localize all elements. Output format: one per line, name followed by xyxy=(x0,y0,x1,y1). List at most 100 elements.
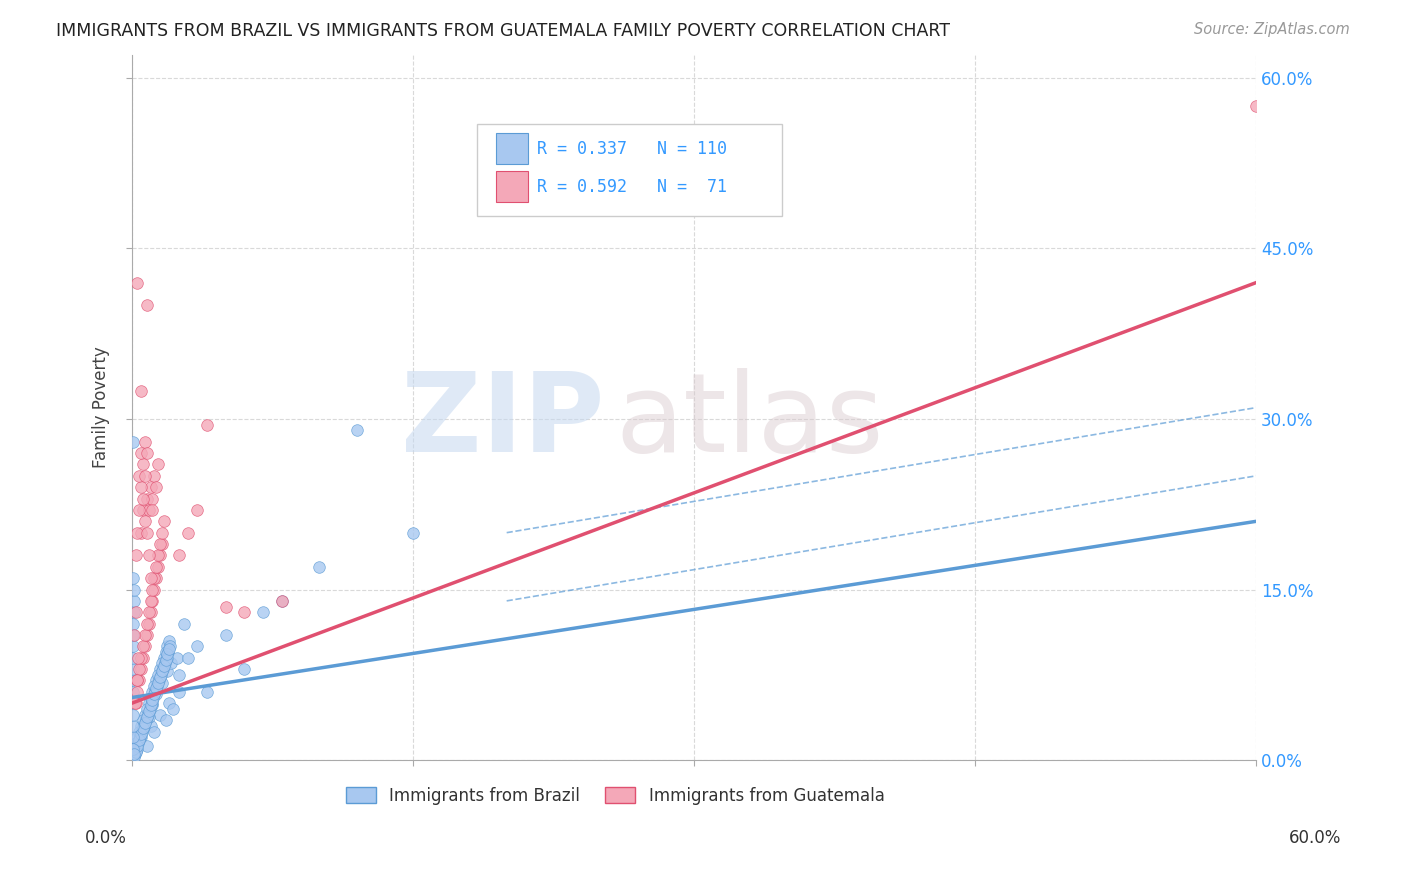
Text: 60.0%: 60.0% xyxy=(1288,829,1341,847)
Point xyxy=(186,503,208,517)
Point xyxy=(150,537,173,551)
Point xyxy=(134,468,156,483)
Point xyxy=(127,673,149,688)
Point xyxy=(129,731,152,745)
Point xyxy=(143,685,166,699)
Point xyxy=(132,458,155,472)
Point xyxy=(214,628,236,642)
Point xyxy=(122,747,145,762)
Point xyxy=(145,687,167,701)
Point xyxy=(132,721,155,735)
Point xyxy=(134,707,156,722)
Point xyxy=(124,747,146,762)
Point xyxy=(138,704,160,718)
Point xyxy=(156,665,179,679)
Point xyxy=(134,628,156,642)
Point xyxy=(121,434,143,449)
Point xyxy=(135,446,157,460)
Point xyxy=(129,480,152,494)
Text: atlas: atlas xyxy=(616,368,884,475)
Point xyxy=(135,739,157,754)
Point xyxy=(139,605,162,619)
Point xyxy=(124,744,146,758)
Point xyxy=(129,719,152,733)
Point xyxy=(127,736,149,750)
Y-axis label: Family Poverty: Family Poverty xyxy=(93,347,110,468)
Point xyxy=(127,685,149,699)
Point xyxy=(122,605,145,619)
Point xyxy=(124,736,146,750)
Point xyxy=(127,525,149,540)
Point xyxy=(121,673,143,688)
Point xyxy=(195,685,218,699)
Point xyxy=(121,650,143,665)
Point xyxy=(149,667,172,681)
Point xyxy=(121,719,143,733)
Point xyxy=(141,685,163,699)
Point xyxy=(141,696,163,710)
Point xyxy=(145,480,167,494)
Point xyxy=(1246,99,1268,113)
Point xyxy=(129,727,152,741)
Point xyxy=(138,696,160,710)
Point xyxy=(124,696,146,710)
Point xyxy=(157,696,180,710)
Point xyxy=(121,741,143,756)
Point xyxy=(145,571,167,585)
Point xyxy=(166,650,188,665)
Point xyxy=(124,605,146,619)
Point xyxy=(155,713,177,727)
Point xyxy=(128,732,150,747)
Point xyxy=(152,514,174,528)
Point xyxy=(270,594,292,608)
Point xyxy=(155,653,177,667)
Point xyxy=(402,525,425,540)
Point xyxy=(132,640,155,654)
Point xyxy=(145,681,167,696)
Point xyxy=(155,645,177,659)
Point xyxy=(128,468,150,483)
Point xyxy=(149,549,172,563)
Point xyxy=(122,749,145,764)
Point xyxy=(159,640,181,654)
Point xyxy=(150,665,173,679)
Text: Source: ZipAtlas.com: Source: ZipAtlas.com xyxy=(1194,22,1350,37)
Point xyxy=(134,715,156,730)
Point xyxy=(173,616,195,631)
Point xyxy=(157,633,180,648)
Point xyxy=(121,707,143,722)
Point xyxy=(143,571,166,585)
Point xyxy=(121,731,143,745)
Point xyxy=(128,724,150,739)
Text: 0.0%: 0.0% xyxy=(84,829,127,847)
Point xyxy=(124,696,146,710)
Point xyxy=(135,298,157,312)
Point xyxy=(131,724,153,739)
FancyBboxPatch shape xyxy=(477,123,782,216)
Point xyxy=(150,525,173,540)
Point xyxy=(157,641,180,656)
Point xyxy=(128,673,150,688)
Point xyxy=(149,537,172,551)
Point xyxy=(122,741,145,756)
Point xyxy=(139,594,162,608)
Point xyxy=(121,571,143,585)
Point xyxy=(134,434,156,449)
Point xyxy=(127,276,149,290)
FancyBboxPatch shape xyxy=(496,134,527,164)
Point xyxy=(127,736,149,750)
Point xyxy=(132,719,155,733)
Point xyxy=(128,503,150,517)
Point xyxy=(127,739,149,754)
Point xyxy=(150,675,173,690)
FancyBboxPatch shape xyxy=(496,171,527,202)
Point xyxy=(129,384,152,398)
Point xyxy=(145,559,167,574)
Point xyxy=(139,698,162,713)
Point xyxy=(121,662,143,676)
Point xyxy=(162,702,184,716)
Point xyxy=(129,662,152,676)
Point xyxy=(146,549,169,563)
Point xyxy=(129,731,152,745)
Point xyxy=(167,685,190,699)
